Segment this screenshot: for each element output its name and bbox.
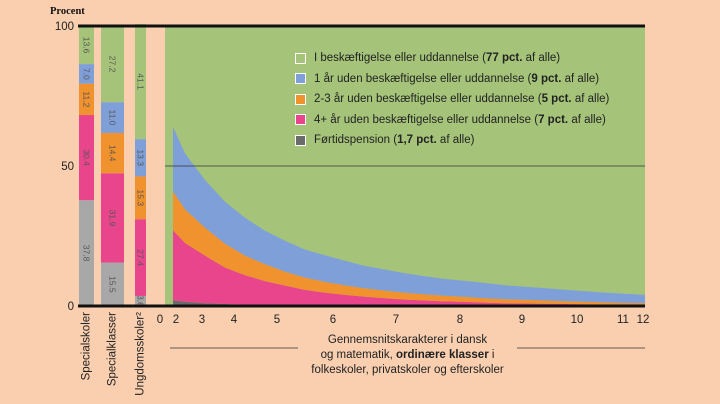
area-band xyxy=(173,230,645,306)
bar-segment xyxy=(135,176,146,220)
bar-segment xyxy=(101,173,124,263)
bar-segment xyxy=(79,115,94,201)
x-tick-label: 6 xyxy=(330,314,336,326)
bar-data-label: 27.2 xyxy=(108,56,118,73)
legend-item: 1 år uden beskæftigelse eller uddannelse… xyxy=(295,69,609,90)
x-tick-label: 7 xyxy=(393,314,399,326)
legend-label: Førtidspension (1,7 pct. af alle) xyxy=(314,134,475,146)
legend-swatch xyxy=(295,93,306,105)
area-band xyxy=(173,126,645,304)
bar-category-label: Specialklasser xyxy=(107,312,119,386)
bar-segment xyxy=(101,102,124,133)
legend-item: I beskæftigelse eller uddannelse (77 pct… xyxy=(295,48,609,69)
bar-data-label: 13.6 xyxy=(82,37,92,54)
x-tick-label: 9 xyxy=(519,314,525,326)
bar-data-label: 15.5 xyxy=(108,276,118,293)
legend-label: 4+ år uden beskæftigelse eller uddannels… xyxy=(314,113,606,126)
legend-item: Førtidspension (1,7 pct. af alle) xyxy=(295,130,609,151)
y-tick-label-50: 50 xyxy=(61,161,74,173)
bar-segment xyxy=(79,64,94,84)
bar-category-label: Specialskoler xyxy=(81,312,93,381)
x-tick-label: 4 xyxy=(231,314,238,326)
legend-item: 4+ år uden beskæftigelse eller uddannels… xyxy=(295,110,609,131)
bar-data-label: 37.8 xyxy=(81,245,91,262)
x-axis-title-line1: Gennemsnitskarakterer i dansk xyxy=(327,334,488,346)
y-tick-label-100: 100 xyxy=(55,21,74,33)
legend-label: I beskæftigelse eller uddannelse (77 pct… xyxy=(314,52,561,64)
bar-category-labels: Specialskoler Specialklasser Ungdomsskoler… xyxy=(81,312,147,396)
x-tick-label: 11 xyxy=(617,314,629,326)
bar-data-label: 27.4 xyxy=(136,249,146,266)
bar-data-label: 11.2 xyxy=(82,91,92,107)
bar-category-label: Ungdomsskoler² xyxy=(135,312,147,396)
legend-swatch xyxy=(295,114,306,126)
bar-segment xyxy=(79,200,94,306)
legend-item: 2-3 år uden beskæftigelse eller uddannel… xyxy=(295,89,609,110)
bar-data-label: 13.3 xyxy=(136,149,146,166)
bar-segment xyxy=(101,132,124,174)
x-tick-label: 12 xyxy=(637,314,650,326)
x-tick-labels: 0 2 3 4 5 6 7 8 9 10 11 12 xyxy=(157,314,650,326)
x-tick-label: 3 xyxy=(199,314,205,326)
legend-swatch xyxy=(295,52,306,64)
stacked-bars: 37.8 30.4 11.2 7.0 13.6 15.5 31.9 14.4 11.0 27.2 3… xyxy=(79,24,146,307)
bar-data-label: 41.1 xyxy=(136,73,146,90)
bar-data-label: 7.0 xyxy=(82,68,92,80)
x-axis-title-line3: folkeskoler, privatskoler og efterskoler xyxy=(311,364,504,376)
x-tick-label: 2 xyxy=(173,314,179,326)
x-axis-title: Gennemsnitskarakterer i dansk og matemat… xyxy=(300,333,515,378)
bar-segment xyxy=(135,24,146,140)
bar-segment xyxy=(79,26,94,65)
bar-segment xyxy=(79,83,94,116)
x-tick-label: 8 xyxy=(457,314,463,326)
x-tick-label: 0 xyxy=(157,314,163,326)
legend-swatch xyxy=(295,73,306,85)
bar-data-label: 15.3 xyxy=(136,190,146,207)
legend-label: 2-3 år uden beskæftigelse eller uddannel… xyxy=(314,93,610,105)
bar-segment xyxy=(101,262,124,306)
bar-segment xyxy=(135,139,146,177)
area-band xyxy=(173,191,645,305)
bar-data-label: 14.4 xyxy=(108,145,118,162)
bar-data-label: 31.9 xyxy=(108,210,118,227)
legend-swatch xyxy=(295,134,306,146)
bar-segment xyxy=(135,219,146,296)
x-axis-title-line2: og matematik, ordinære klasser i xyxy=(320,349,495,361)
bar-data-label: 11.0 xyxy=(108,110,118,126)
y-tick-label-0: 0 xyxy=(68,301,74,313)
bar-segment xyxy=(101,26,124,103)
bar-segment xyxy=(135,295,146,306)
bar-data-label: 3.6 xyxy=(136,295,146,307)
y-axis-title: Procent xyxy=(50,6,85,17)
x-tick-label: 5 xyxy=(274,314,280,326)
bar-data-label: 30.4 xyxy=(82,149,92,166)
x-tick-label: 10 xyxy=(571,314,584,326)
legend-label: 1 år uden beskæftigelse eller uddannelse… xyxy=(314,72,600,85)
chart-legend: I beskæftigelse eller uddannelse (77 pct… xyxy=(295,48,609,151)
